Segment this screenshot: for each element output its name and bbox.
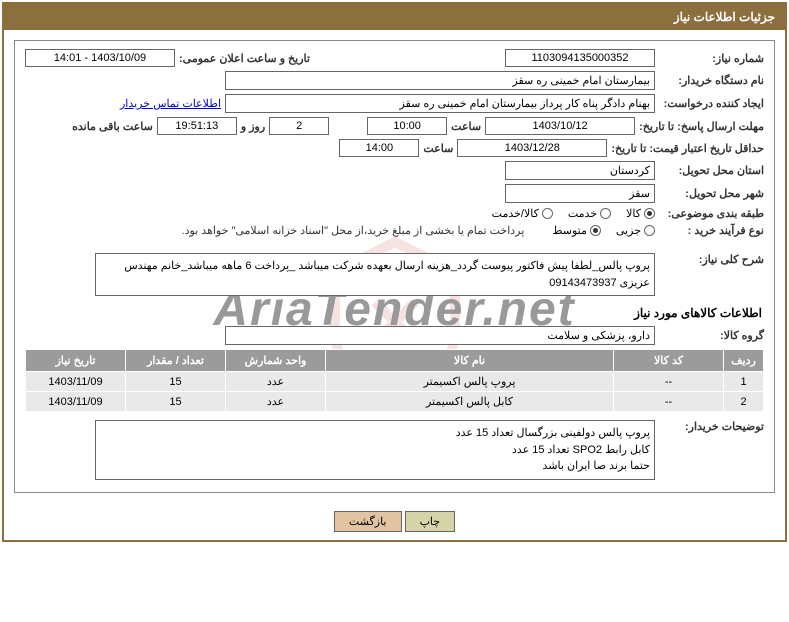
need-number-label: شماره نیاز:	[659, 52, 764, 65]
buyer-notes-line2: کابل رابط SPO2 تعداد 15 عدد	[100, 442, 650, 459]
table-row: 1--پروپ پالس اکسیمترعدد151403/11/09	[26, 372, 764, 392]
desc-label: شرح کلی نیاز:	[659, 253, 764, 266]
min-validity-date: 1403/12/28	[457, 139, 607, 157]
table-header: تعداد / مقدار	[126, 350, 226, 372]
goods-group-label: گروه کالا:	[659, 329, 764, 342]
radio-small-label: جزیی	[616, 224, 641, 237]
radio-medium[interactable]	[590, 225, 601, 236]
table-cell: کابل پالس اکسیمتر	[326, 392, 614, 412]
radio-service[interactable]	[600, 208, 611, 219]
table-header: کد کالا	[614, 350, 724, 372]
radio-goods-service[interactable]	[542, 208, 553, 219]
announce-value: 1403/10/09 - 14:01	[25, 49, 175, 67]
min-validity-time: 14:00	[339, 139, 419, 157]
buyer-org-label: نام دستگاه خریدار:	[659, 74, 764, 87]
table-cell: 1403/11/09	[26, 372, 126, 392]
radio-goods-label: کالا	[626, 207, 641, 220]
goods-group-value: دارو، پزشکی و سلامت	[225, 326, 655, 345]
min-validity-label: حداقل تاریخ اعتبار قیمت: تا تاریخ:	[611, 142, 764, 155]
table-cell: 15	[126, 372, 226, 392]
table-cell: 2	[724, 392, 764, 412]
requester-value: بهنام دادگر پناه کار پرداز بیمارستان اما…	[225, 94, 655, 113]
requester-label: ایجاد کننده درخواست:	[659, 97, 764, 110]
deadline-label: مهلت ارسال پاسخ: تا تاریخ:	[639, 120, 764, 133]
items-table: ردیفکد کالانام کالاواحد شمارشتعداد / مقد…	[25, 349, 764, 412]
table-cell: --	[614, 372, 724, 392]
time-label-2: ساعت	[423, 142, 453, 155]
table-cell: --	[614, 392, 724, 412]
province-label: استان محل تحویل:	[659, 164, 764, 177]
table-cell: 15	[126, 392, 226, 412]
print-button[interactable]: چاپ	[405, 511, 456, 532]
items-section-title: اطلاعات کالاهای مورد نیاز	[27, 306, 762, 320]
desc-text: پروپ پالس_لطفا پیش فاکتور پیوست گردد_هزی…	[95, 253, 655, 296]
table-cell: 1403/11/09	[26, 392, 126, 412]
category-radios: کالا خدمت کالا/خدمت	[492, 207, 655, 220]
buyer-notes: پروپ پالس دولفینی بزرگسال تعداد 15 عدد ک…	[95, 420, 655, 480]
deadline-date: 1403/10/12	[485, 117, 635, 135]
buyer-notes-line1: پروپ پالس دولفینی بزرگسال تعداد 15 عدد	[100, 425, 650, 442]
buyer-notes-line3: حتما برند صا ایران باشد	[100, 458, 650, 475]
province-value: کردستان	[505, 161, 655, 180]
radio-goods-service-label: کالا/خدمت	[492, 207, 539, 220]
radio-goods[interactable]	[644, 208, 655, 219]
table-row: 2--کابل پالس اکسیمترعدد151403/11/09	[26, 392, 764, 412]
radio-medium-label: متوسط	[552, 224, 587, 237]
city-label: شهر محل تحویل:	[659, 187, 764, 200]
table-header: تاریخ نیاز	[26, 350, 126, 372]
need-number-value: 1103094135000352	[505, 49, 655, 67]
table-cell: عدد	[226, 392, 326, 412]
announce-label: تاریخ و ساعت اعلان عمومی:	[179, 52, 310, 65]
countdown-value: 19:51:13	[157, 117, 237, 135]
days-after-label: روز و	[241, 120, 265, 133]
category-label: طبقه بندی موضوعی:	[659, 207, 764, 220]
radio-small[interactable]	[644, 225, 655, 236]
remaining-label: ساعت باقی مانده	[72, 120, 153, 133]
table-cell: 1	[724, 372, 764, 392]
table-header: نام کالا	[326, 350, 614, 372]
purchase-type-label: نوع فرآیند خرید :	[659, 224, 764, 237]
radio-service-label: خدمت	[568, 207, 597, 220]
deadline-time: 10:00	[367, 117, 447, 135]
buyer-org-value: بیمارستان امام خمینی ره سقز	[225, 71, 655, 90]
purchase-type-radios: جزیی متوسط	[552, 224, 655, 237]
contact-link[interactable]: اطلاعات تماس خریدار	[120, 97, 221, 110]
table-header: واحد شمارش	[226, 350, 326, 372]
city-value: سقز	[505, 184, 655, 203]
buyer-notes-label: توضیحات خریدار:	[659, 420, 764, 433]
time-label-1: ساعت	[451, 120, 481, 133]
page-title-bar: جزئیات اطلاعات نیاز	[4, 4, 785, 30]
table-header: ردیف	[724, 350, 764, 372]
back-button[interactable]: بازگشت	[334, 511, 402, 532]
table-cell: پروپ پالس اکسیمتر	[326, 372, 614, 392]
table-cell: عدد	[226, 372, 326, 392]
details-panel: شماره نیاز: 1103094135000352 تاریخ و ساع…	[14, 40, 775, 493]
days-remaining: 2	[269, 117, 329, 135]
payment-note: پرداخت تمام یا بخشی از مبلغ خرید،از محل …	[182, 224, 525, 237]
